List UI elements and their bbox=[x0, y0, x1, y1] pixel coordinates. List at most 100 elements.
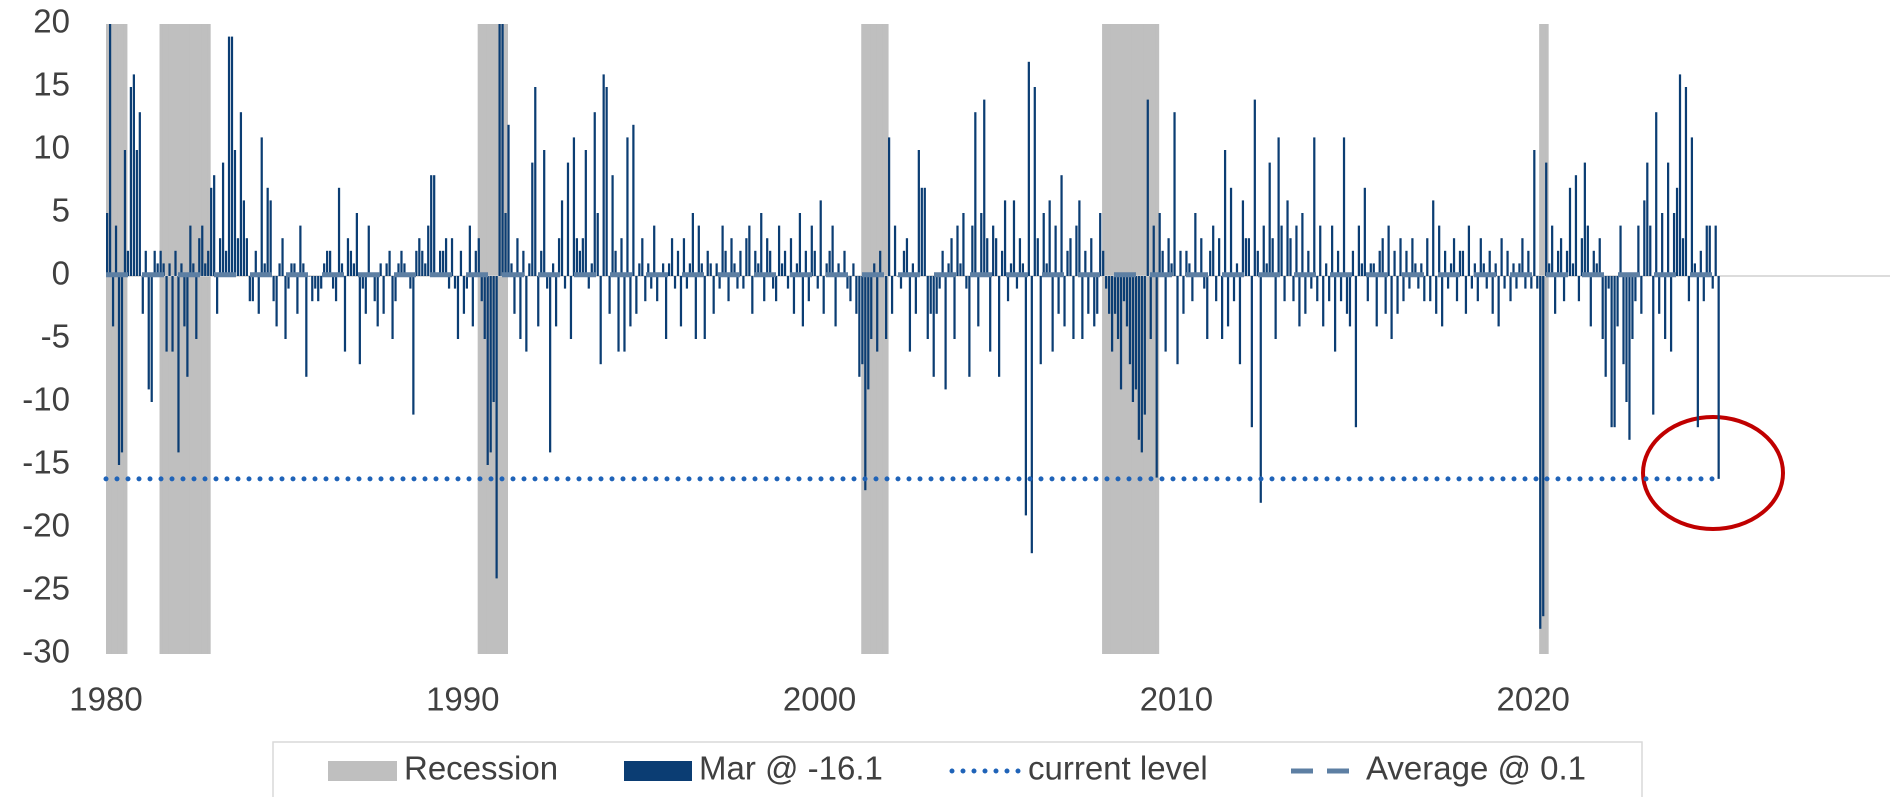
bar bbox=[1604, 276, 1607, 377]
bar bbox=[801, 276, 804, 327]
bar bbox=[1185, 250, 1188, 276]
bar bbox=[221, 162, 225, 276]
bar bbox=[798, 213, 802, 276]
bar bbox=[1313, 137, 1316, 276]
bar bbox=[656, 276, 659, 302]
bar bbox=[554, 276, 558, 327]
bar bbox=[1271, 238, 1274, 276]
bar bbox=[546, 276, 549, 289]
bar bbox=[1488, 250, 1491, 276]
bar bbox=[1322, 276, 1325, 327]
bar bbox=[382, 276, 385, 314]
bar bbox=[1351, 250, 1355, 276]
bar bbox=[1336, 250, 1340, 276]
bar bbox=[192, 263, 195, 276]
bar bbox=[474, 250, 477, 276]
bar bbox=[1009, 263, 1013, 276]
bar bbox=[1607, 276, 1610, 289]
bar bbox=[171, 276, 174, 352]
legend-swatch bbox=[624, 761, 692, 781]
bar bbox=[106, 213, 109, 276]
bar bbox=[1500, 238, 1503, 276]
bar bbox=[1345, 276, 1349, 314]
bar bbox=[944, 276, 947, 390]
bar bbox=[391, 276, 394, 339]
bar bbox=[418, 238, 421, 276]
bar bbox=[1464, 276, 1468, 314]
bar bbox=[1158, 213, 1161, 276]
bar bbox=[1030, 276, 1033, 554]
bar bbox=[1209, 250, 1212, 276]
recession-band bbox=[504, 24, 508, 654]
bar bbox=[1342, 137, 1346, 276]
bar bbox=[278, 263, 281, 276]
bar bbox=[224, 250, 228, 276]
bar bbox=[1194, 213, 1197, 276]
bar bbox=[1021, 263, 1025, 276]
bar bbox=[1518, 263, 1521, 276]
bar bbox=[153, 250, 156, 276]
bar bbox=[572, 137, 576, 276]
bar bbox=[510, 263, 513, 276]
bar bbox=[471, 276, 474, 327]
bar bbox=[956, 225, 959, 276]
bar bbox=[742, 276, 745, 289]
bar bbox=[1259, 276, 1262, 503]
bar bbox=[468, 225, 471, 276]
bar bbox=[1333, 276, 1337, 352]
y-tick-label: -10 bbox=[22, 381, 70, 418]
bar bbox=[1420, 263, 1423, 276]
legend-swatch bbox=[328, 761, 397, 781]
bar bbox=[483, 276, 486, 339]
bar bbox=[635, 276, 638, 314]
bar bbox=[486, 276, 489, 465]
bar bbox=[477, 238, 480, 276]
x-tick-label: 1990 bbox=[426, 681, 499, 718]
bar bbox=[141, 276, 144, 314]
bar bbox=[424, 263, 427, 276]
bar bbox=[1235, 263, 1239, 276]
bar bbox=[1375, 276, 1378, 327]
bar bbox=[983, 99, 986, 276]
recession-band bbox=[114, 24, 119, 654]
bar bbox=[239, 112, 243, 276]
bar bbox=[1173, 112, 1176, 276]
bar bbox=[1325, 263, 1328, 276]
highlight-circle bbox=[1641, 415, 1785, 531]
bar bbox=[132, 74, 135, 277]
recession-band bbox=[1152, 24, 1157, 654]
recession-band bbox=[106, 24, 110, 654]
bar bbox=[575, 238, 579, 276]
y-tick-label: -30 bbox=[22, 633, 70, 670]
bar bbox=[1357, 225, 1361, 276]
bar bbox=[1102, 250, 1105, 276]
bar bbox=[251, 276, 254, 302]
bar bbox=[1039, 276, 1042, 365]
bar bbox=[1506, 250, 1509, 276]
bar bbox=[168, 263, 171, 276]
bar bbox=[1661, 213, 1664, 276]
bar bbox=[1060, 175, 1063, 276]
bar bbox=[281, 238, 284, 276]
bar bbox=[971, 225, 974, 276]
bar bbox=[254, 250, 257, 276]
bar bbox=[489, 276, 492, 453]
bar bbox=[724, 250, 727, 276]
bar bbox=[599, 276, 602, 365]
bar bbox=[323, 263, 326, 276]
bar bbox=[745, 238, 748, 276]
bar bbox=[305, 276, 308, 377]
bar bbox=[1277, 137, 1280, 276]
recession-band bbox=[1113, 24, 1118, 654]
bar bbox=[272, 276, 275, 302]
bar bbox=[1152, 225, 1155, 276]
bar bbox=[504, 213, 507, 276]
bar bbox=[210, 187, 213, 276]
bar bbox=[204, 263, 207, 276]
bar bbox=[1399, 238, 1402, 276]
bar bbox=[1429, 276, 1432, 302]
bar bbox=[1690, 137, 1694, 276]
bar bbox=[929, 276, 932, 314]
bar bbox=[950, 238, 953, 276]
